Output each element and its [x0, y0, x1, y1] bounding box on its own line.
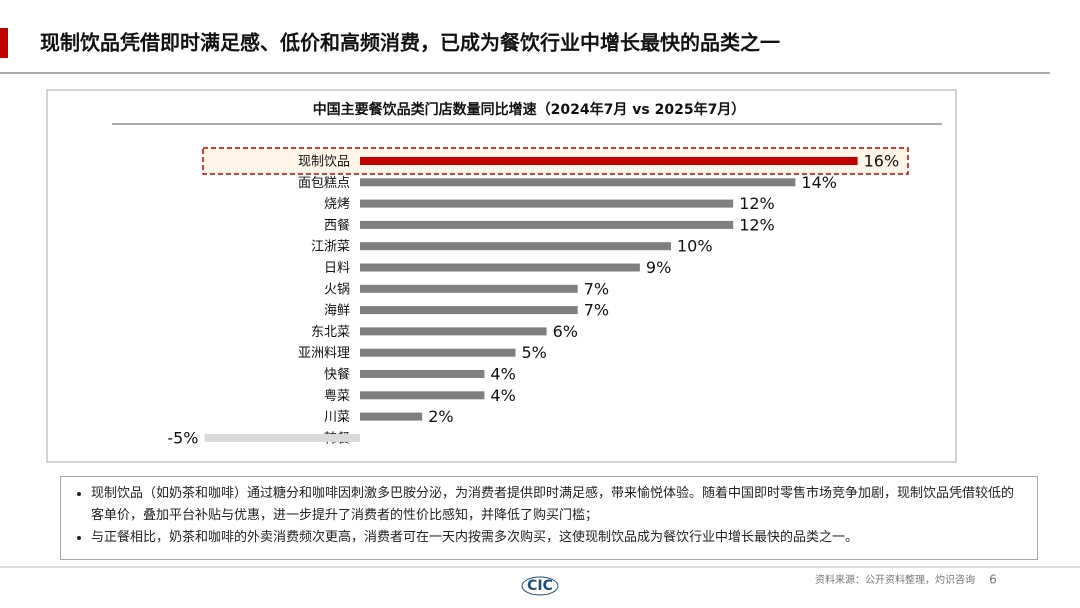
value-label: 9%: [646, 258, 671, 277]
bar: [360, 370, 485, 378]
value-label: 12%: [739, 194, 775, 213]
bar: [204, 433, 360, 442]
bar: [360, 220, 734, 229]
notes-box: 现制饮品（如奶茶和咖啡）通过糖分和咖啡因刺激多巴胺分泌，为消费者提供即时满足感，…: [60, 476, 1038, 560]
category-label: 面包糕点: [298, 176, 350, 191]
bar: [360, 391, 485, 400]
category-label: 海鲜: [324, 304, 350, 319]
logo: CIC: [527, 578, 553, 594]
value-label: 14%: [801, 173, 837, 192]
category-label: 西餐: [324, 217, 350, 233]
bar: [360, 348, 516, 357]
value-label: 7%: [584, 279, 609, 298]
value-label: 7%: [584, 301, 609, 320]
note: 现制饮品（如奶茶和咖啡）通过糖分和咖啡因刺激多巴胺分泌，为消费者提供即时满足感，…: [91, 483, 1023, 527]
value-label: 4%: [490, 386, 515, 405]
title-accent: [0, 28, 8, 58]
category-label: 烧烤: [324, 197, 350, 212]
category-label: 东北菜: [311, 325, 350, 340]
value-label: 10%: [677, 237, 713, 256]
chart-title: 中国主要餐饮品类门店数量同比增速（2024年7月 vs 2025年7月）: [313, 101, 746, 118]
note: 与正餐相比，奶茶和咖啡的外卖消费频次更高，消费者可在一天内按需多次购买，这使现制…: [91, 527, 1023, 549]
category-label: 火锅: [324, 281, 350, 297]
value-label: 5%: [522, 343, 547, 362]
bar: [360, 327, 547, 336]
source: 资料来源：公开资料整理，灼识咨询: [815, 573, 975, 586]
category-label: 日料: [324, 261, 350, 276]
bar: [360, 199, 734, 208]
value-label: 12%: [739, 215, 775, 234]
bar: [360, 263, 640, 272]
category-label: 现制饮品: [298, 155, 350, 170]
bar: [360, 178, 796, 187]
category-label: 粤菜: [324, 388, 350, 404]
value-label: 2%: [428, 407, 453, 426]
category-label: 亚洲料理: [298, 346, 350, 361]
value-label: -5%: [167, 428, 198, 447]
value-label: 16%: [864, 152, 900, 171]
bar: [360, 412, 423, 421]
notes-list: 现制饮品（如奶茶和咖啡）通过糖分和咖啡因刺激多巴胺分泌，为消费者提供即时满足感，…: [75, 483, 1023, 549]
chart-frame: [46, 89, 957, 463]
logo-ring: [521, 576, 559, 596]
bar: [360, 242, 671, 251]
slide-title: 现制饮品凭借即时满足感、低价和高频消费，已成为餐饮行业中增长最快的品类之一: [40, 31, 780, 55]
bar: [360, 284, 578, 293]
category-label: 川菜: [324, 410, 350, 425]
bar: [360, 306, 578, 315]
bar: [360, 157, 858, 165]
value-label: 4%: [490, 365, 515, 384]
category-label: 快餐: [324, 367, 350, 383]
value-label: 6%: [553, 322, 578, 341]
page-number: 6: [989, 573, 997, 587]
category-label: 江浙菜: [311, 240, 350, 255]
